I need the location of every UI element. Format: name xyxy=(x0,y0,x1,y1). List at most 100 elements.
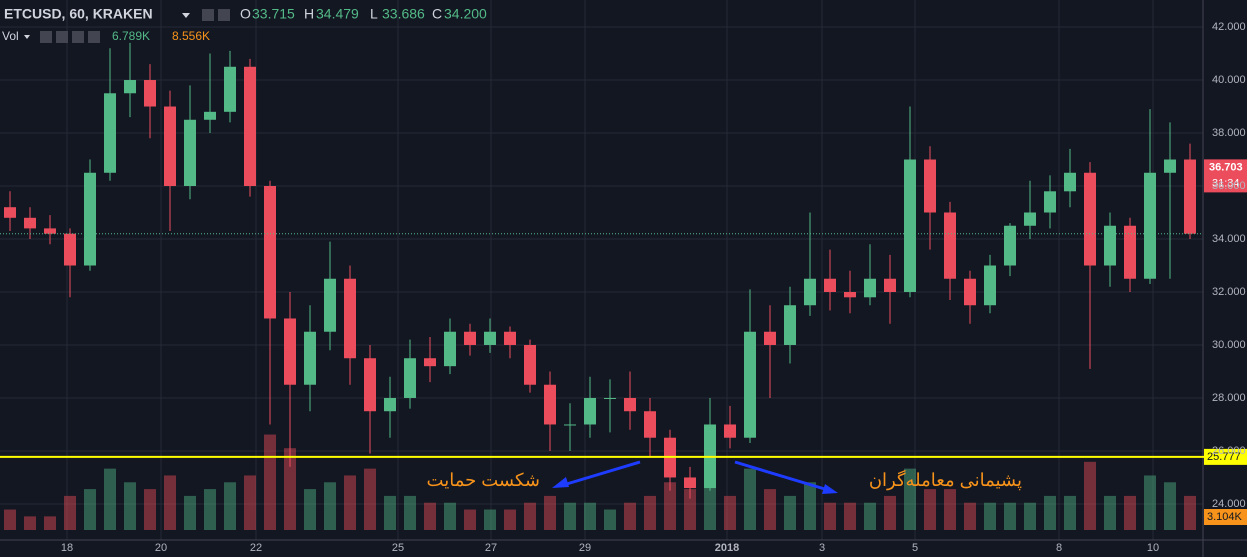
legend-l: L xyxy=(370,6,378,22)
arrow xyxy=(559,460,641,488)
candle-body xyxy=(384,397,396,412)
volume-bar xyxy=(1064,495,1076,530)
x-tick-label: 2018 xyxy=(715,542,739,554)
y-tick-label: 30.000 xyxy=(1212,339,1246,351)
x-tick-label: 18 xyxy=(61,542,73,554)
candle-body xyxy=(564,424,576,426)
x-tick-label: 5 xyxy=(912,542,918,554)
volume-bar xyxy=(684,489,696,530)
candle-body xyxy=(184,119,196,187)
volume-bar xyxy=(504,509,516,530)
x-tick-label: 3 xyxy=(819,542,825,554)
volume-bar xyxy=(904,468,916,530)
symbol-dropdown[interactable] xyxy=(182,13,190,18)
candle-body xyxy=(624,397,636,412)
volume-bar xyxy=(564,502,576,530)
candle-body xyxy=(124,80,136,94)
candle-body xyxy=(444,331,456,367)
volume-bar xyxy=(244,475,256,530)
x-tick-label: 22 xyxy=(250,542,262,554)
volume-bar xyxy=(224,482,236,530)
volume-bar xyxy=(1124,495,1136,530)
candle-body xyxy=(904,159,916,292)
candle-body xyxy=(944,212,956,279)
volume-bar xyxy=(884,495,896,530)
candle-body xyxy=(524,344,536,385)
candle-body xyxy=(804,278,816,306)
volume-bar xyxy=(44,516,56,530)
y-tick-label: 26.000 xyxy=(1212,445,1246,457)
volume-bar xyxy=(624,502,636,530)
candle-body xyxy=(1084,172,1096,266)
volume-bar xyxy=(804,482,816,530)
volume-tag xyxy=(1204,509,1247,525)
candle-body xyxy=(64,233,76,266)
candle-body xyxy=(24,217,36,229)
volume-bar xyxy=(664,482,676,530)
candle-body xyxy=(924,159,936,213)
volume-bar xyxy=(24,516,36,530)
y-tick-label: 32.000 xyxy=(1212,286,1246,298)
annotation: شکست حمایت xyxy=(427,470,540,490)
icon[interactable] xyxy=(202,9,214,21)
volume-bar xyxy=(864,502,876,530)
volume-bar xyxy=(104,468,116,530)
candle-body xyxy=(484,331,496,345)
candle-body xyxy=(244,66,256,187)
support-label: 25.777 xyxy=(1207,451,1241,463)
candle-body xyxy=(1184,159,1196,234)
icon[interactable] xyxy=(88,31,100,43)
y-tick-label: 24.000 xyxy=(1212,498,1246,510)
x-tick-label: 25 xyxy=(392,542,404,554)
candle-body xyxy=(1064,172,1076,192)
candle-body xyxy=(884,278,896,292)
icon[interactable] xyxy=(56,31,68,43)
candle-body xyxy=(144,80,156,107)
candle-body xyxy=(744,331,756,438)
legend-high: 34.479 xyxy=(316,6,359,22)
y-tick-label: 34.000 xyxy=(1212,233,1246,245)
volume-bar xyxy=(84,489,96,530)
volume-bar xyxy=(784,495,796,530)
volume-bar xyxy=(1184,495,1196,530)
volume-bar xyxy=(4,509,16,530)
volume-bar xyxy=(1024,502,1036,530)
volume-bar xyxy=(724,495,736,530)
volume-tag-label: 3.104K xyxy=(1207,511,1243,523)
icon[interactable] xyxy=(72,31,84,43)
candle-body xyxy=(984,265,996,306)
candle-body xyxy=(464,331,476,345)
candle-body xyxy=(1044,191,1056,213)
volume-bar xyxy=(744,468,756,530)
volume-bar xyxy=(1004,502,1016,530)
candle-body xyxy=(584,397,596,425)
vol-label[interactable]: Vol xyxy=(2,29,19,43)
candle-body xyxy=(1124,225,1136,279)
legend-h: H xyxy=(304,6,314,22)
arrow-head xyxy=(822,484,838,494)
legend-low: 33.686 xyxy=(382,6,425,22)
icon[interactable] xyxy=(40,31,52,43)
y-tick-label: 38.000 xyxy=(1212,127,1246,139)
volume-bar xyxy=(184,495,196,530)
volume-bar xyxy=(544,495,556,530)
volume-bar xyxy=(424,502,436,530)
volume xyxy=(4,434,1196,530)
symbol[interactable]: ETCUSD, 60, KRAKEN xyxy=(4,6,153,22)
volume-bar xyxy=(924,489,936,530)
volume-bar xyxy=(204,489,216,530)
candle-body xyxy=(644,411,656,438)
legend-open: 33.715 xyxy=(252,6,295,22)
volume-bar xyxy=(944,489,956,530)
volume-bar xyxy=(644,495,656,530)
volume-bar xyxy=(384,495,396,530)
y-tick-label: 40.000 xyxy=(1212,74,1246,86)
annotation: پشیمانی معامله‌گران xyxy=(869,469,1022,491)
y-tick-label: 28.000 xyxy=(1212,392,1246,404)
vol-dropdown[interactable] xyxy=(24,35,30,39)
candle-body xyxy=(324,278,336,332)
arrow xyxy=(734,460,829,492)
icon[interactable] xyxy=(218,9,230,21)
volume-bar xyxy=(584,502,596,530)
